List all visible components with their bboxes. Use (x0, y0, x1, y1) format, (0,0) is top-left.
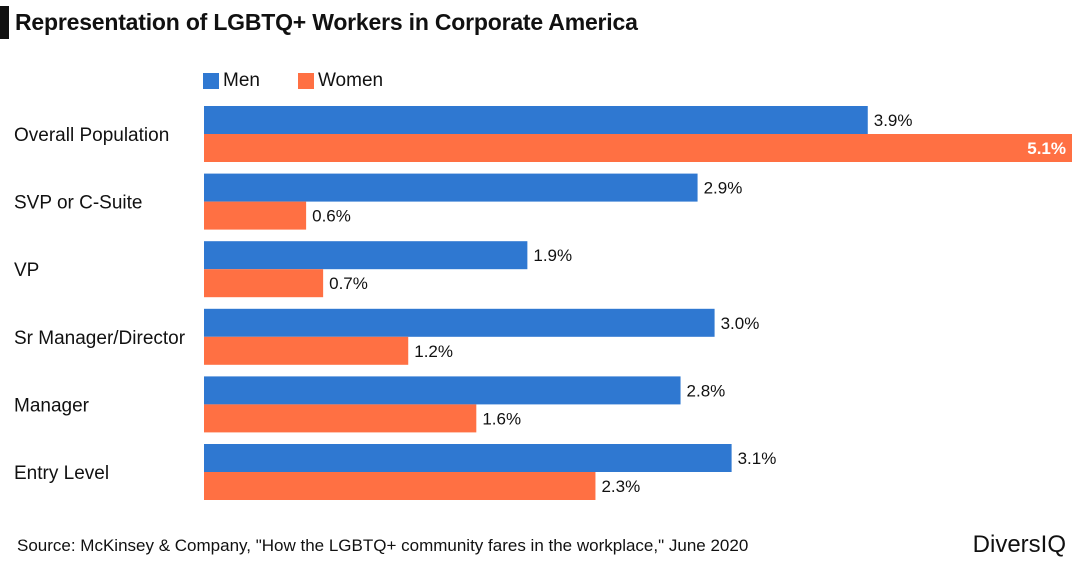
data-label-men-vp: 1.9% (533, 246, 572, 265)
bar-men-entry-level (204, 444, 732, 472)
bar-women-sr-manager-director (204, 336, 409, 365)
legend-item-women: Women (297, 70, 384, 92)
chart-title: Representation of LGBTQ+ Workers in Corp… (15, 9, 638, 35)
legend-label-women: Women (317, 70, 384, 91)
data-label-women-entry-level: 2.3% (601, 477, 640, 496)
bar-women-entry-level (204, 472, 596, 500)
bar-men-manager (204, 376, 681, 405)
data-label-men-manager: 2.8% (687, 381, 726, 400)
title-bar: Representation of LGBTQ+ Workers in Corp… (0, 6, 660, 39)
category-label-svp-or-c-suite: SVP or C-Suite (14, 193, 142, 214)
data-label-women-overall-population: 5.1% (1027, 139, 1066, 158)
bar-men-svp-or-c-suite (204, 173, 698, 202)
bar-men-overall-population (204, 106, 868, 134)
data-label-women-manager: 1.6% (482, 409, 521, 428)
data-label-women-sr-manager-director: 1.2% (414, 342, 453, 361)
bar-women-svp-or-c-suite (204, 201, 307, 230)
legend: Men Women (203, 68, 421, 94)
legend-swatch-women (297, 73, 314, 89)
bar-women-vp (204, 269, 324, 298)
data-label-women-vp: 0.7% (329, 274, 368, 293)
category-label-manager: Manager (14, 395, 90, 416)
category-label-sr-manager-director: Sr Manager/Director (14, 328, 186, 349)
category-label-entry-level: Entry Level (14, 463, 109, 484)
bar-women-manager (204, 404, 477, 433)
brand-logo: DiversIQ (972, 531, 1066, 558)
bar-men-sr-manager-director (204, 308, 715, 337)
bar-women-overall-population (204, 134, 1072, 162)
source-note: Source: McKinsey & Company, "How the LGB… (17, 536, 749, 555)
data-label-men-entry-level: 3.1% (738, 449, 777, 468)
data-label-men-svp-or-c-suite: 2.9% (704, 179, 743, 198)
data-label-women-svp-or-c-suite: 0.6% (312, 207, 351, 226)
bar-men-vp (204, 241, 528, 270)
data-label-men-overall-population: 3.9% (874, 111, 913, 130)
data-label-men-sr-manager-director: 3.0% (721, 314, 760, 333)
legend-label-men: Men (223, 70, 260, 91)
category-label-vp: VP (14, 260, 39, 281)
category-label-overall-population: Overall Population (14, 125, 169, 146)
legend-item-men: Men (203, 70, 260, 92)
legend-swatch-men (203, 73, 219, 89)
